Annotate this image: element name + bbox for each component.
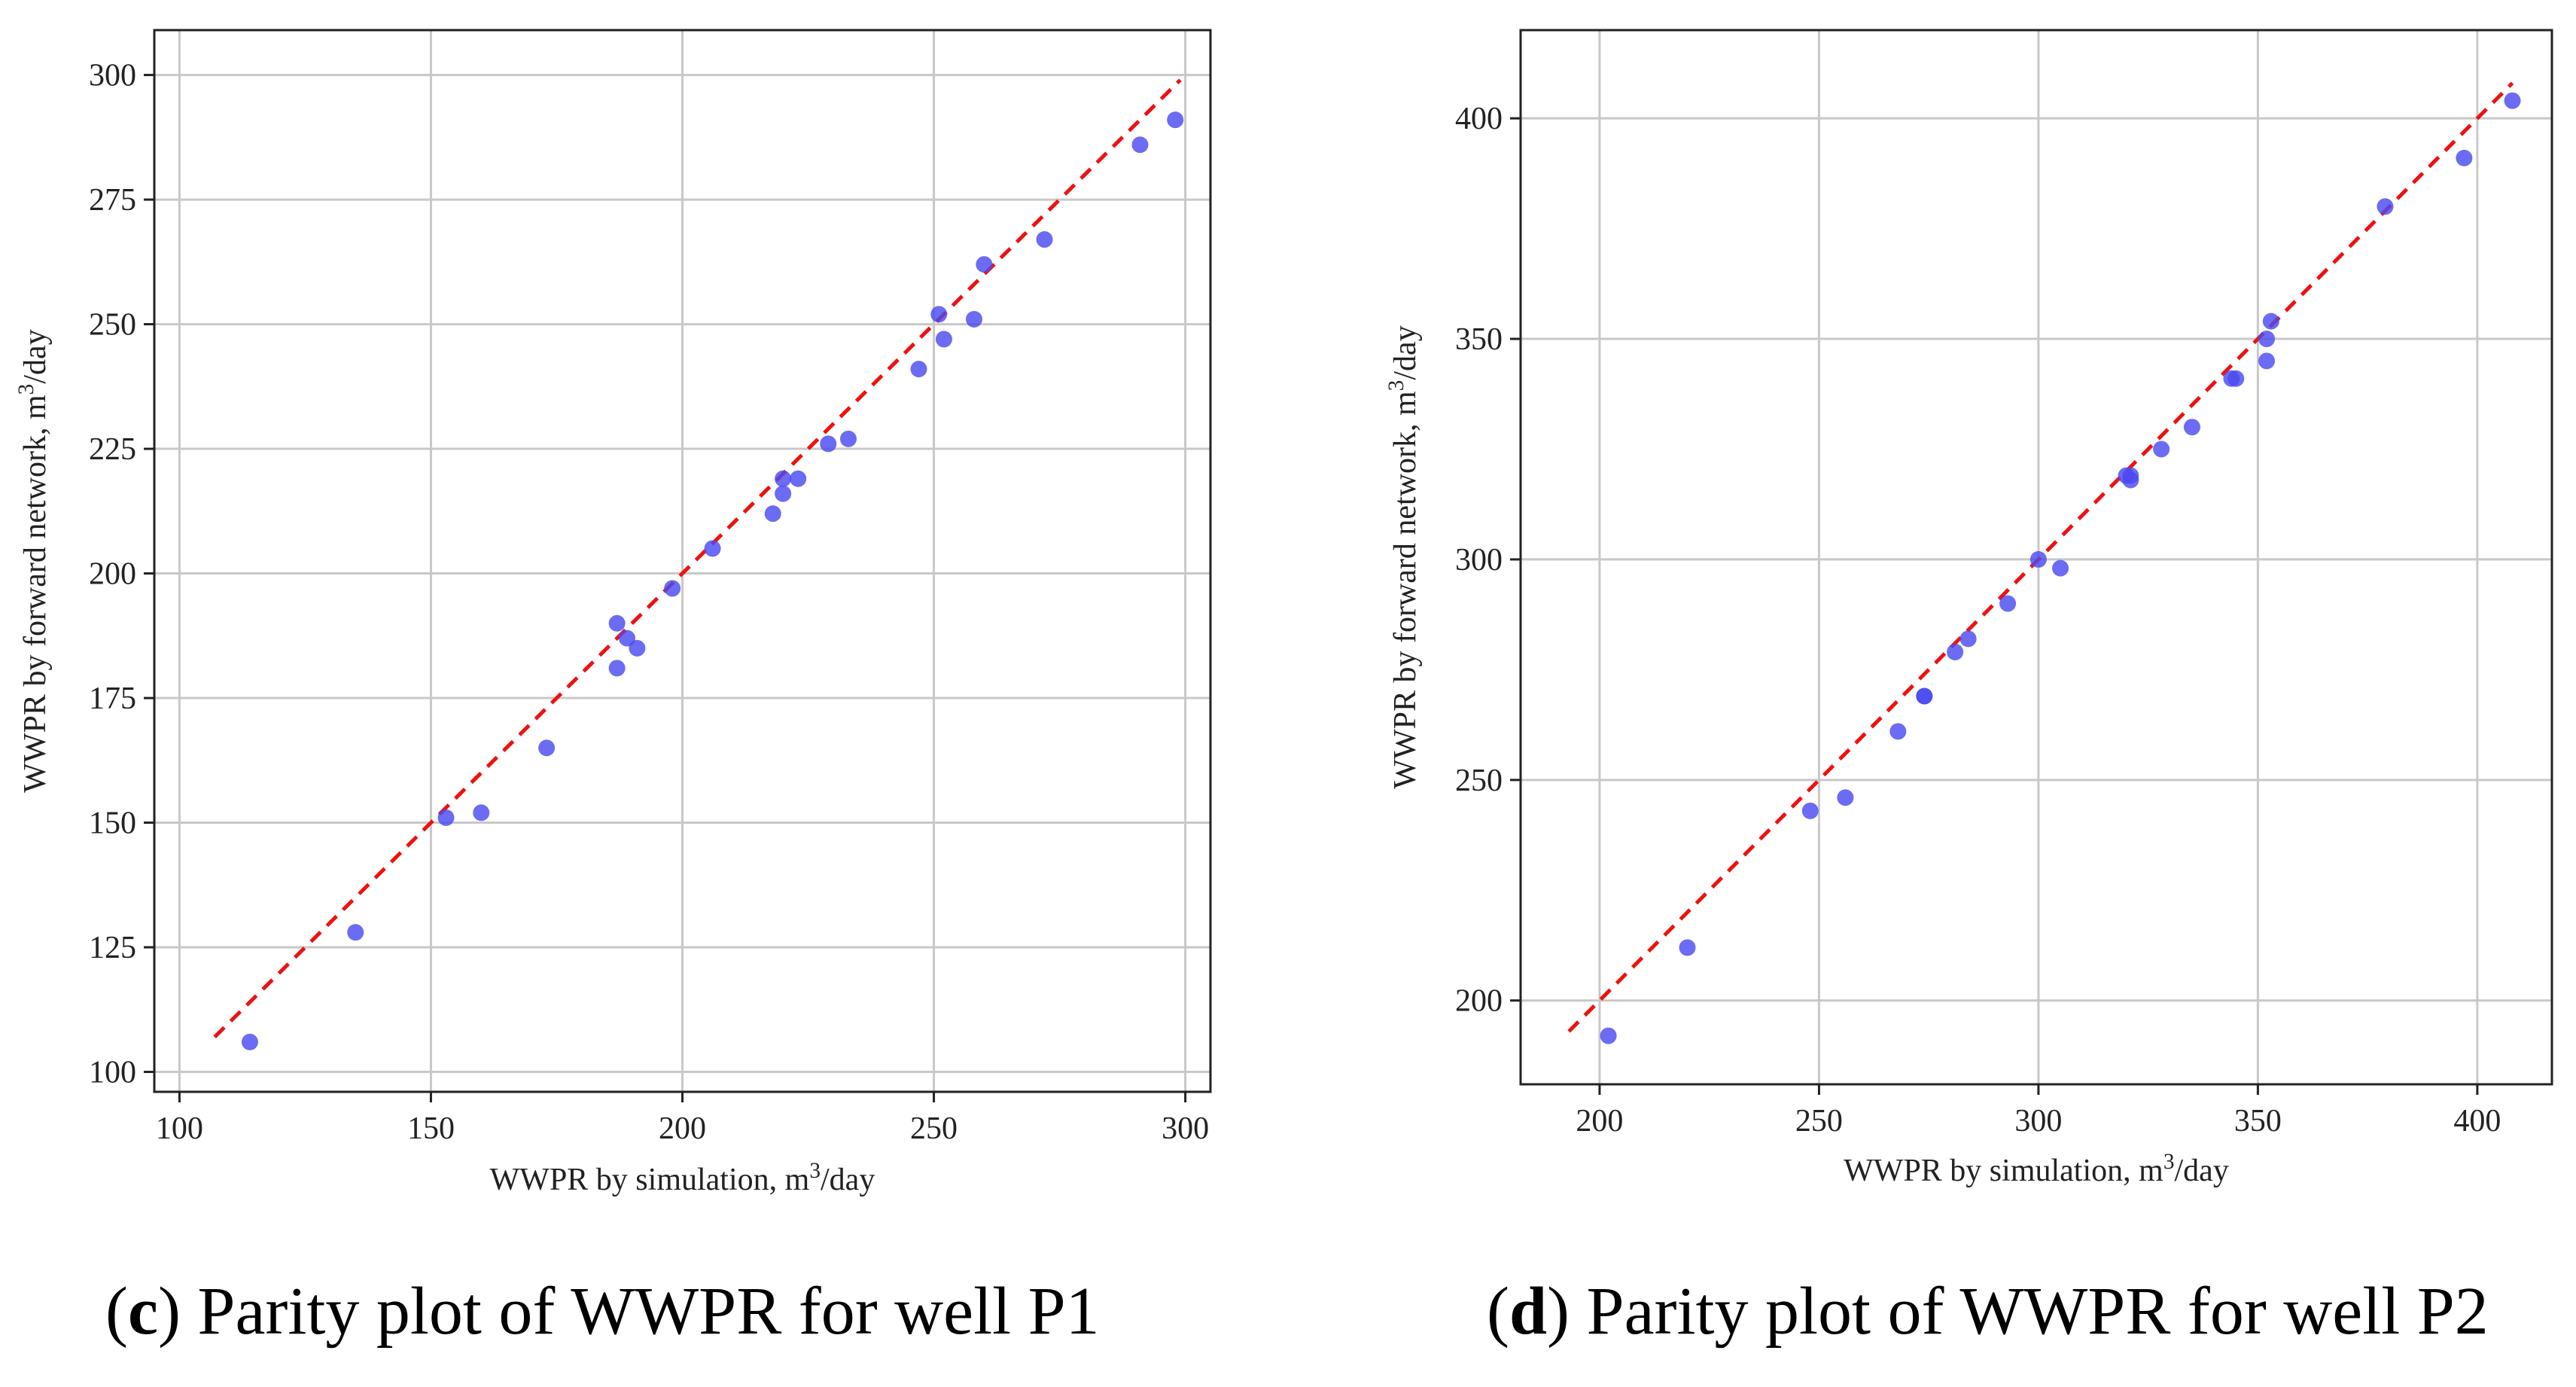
data-point xyxy=(910,361,927,378)
x-tick-label: 400 xyxy=(2453,1104,2501,1139)
data-point xyxy=(1916,687,1933,705)
data-point xyxy=(1837,789,1854,806)
y-tick-label: 150 xyxy=(89,806,136,841)
plot-frame xyxy=(1519,29,2553,1086)
data-point xyxy=(437,809,455,826)
y-tick-label: 300 xyxy=(1455,543,1503,578)
caption-d-text: Parity plot of WWPR for well P2 xyxy=(1586,1274,2489,1349)
data-point xyxy=(538,739,556,757)
x-tick-label: 300 xyxy=(1162,1111,1209,1146)
y-tick-label: 100 xyxy=(89,1056,136,1090)
data-point xyxy=(2377,198,2394,215)
data-point xyxy=(2153,440,2170,458)
data-point xyxy=(664,580,681,597)
x-axis-label: WWPR by simulation, m3/day xyxy=(1844,1150,2229,1188)
caption-c-text: Parity plot of WWPR for well P1 xyxy=(197,1274,1100,1349)
data-point xyxy=(1600,1027,1617,1044)
data-point xyxy=(775,470,792,487)
data-point xyxy=(2258,352,2276,370)
data-point xyxy=(608,660,626,677)
data-point xyxy=(2183,419,2200,436)
x-tick-label: 100 xyxy=(156,1111,203,1146)
data-point xyxy=(2122,471,2139,489)
y-tick-label: 200 xyxy=(89,557,136,592)
caption-c-letter: c xyxy=(127,1274,158,1349)
data-point xyxy=(1947,643,1964,660)
data-point xyxy=(1679,939,1696,956)
y-tick-label: 250 xyxy=(1455,764,1503,798)
y-axis-label: WWPR by forward network, m3/day xyxy=(1384,325,1423,788)
data-point xyxy=(1801,802,1819,819)
caption-c: (c) Parity plot of WWPR for well P1 xyxy=(105,1274,1100,1349)
caption-d: (d) Parity plot of WWPR for well P2 xyxy=(1487,1274,2489,1349)
y-tick-label: 300 xyxy=(89,59,136,93)
data-point xyxy=(2262,312,2279,330)
data-point xyxy=(1889,723,1907,740)
data-point xyxy=(2456,149,2473,166)
parity-line xyxy=(1567,81,2514,1033)
data-point xyxy=(930,306,948,323)
y-tick-label: 350 xyxy=(1455,322,1503,357)
data-point xyxy=(976,256,993,273)
data-point xyxy=(241,1033,258,1050)
caption-d-letter: d xyxy=(1509,1274,1548,1349)
parity-plot-p2: 200 250 300 350 400 200 250 300 350 400 WWPR by si… xyxy=(1384,29,2553,1188)
data-point xyxy=(820,435,837,453)
data-point xyxy=(2052,559,2069,577)
data-point xyxy=(935,331,952,348)
y-tick-label: 275 xyxy=(89,183,136,218)
data-point xyxy=(790,470,807,487)
data-point xyxy=(2227,370,2245,387)
x-tick-label: 150 xyxy=(407,1111,455,1146)
x-tick-label: 300 xyxy=(2014,1104,2062,1139)
y-tick-label: 175 xyxy=(89,681,136,716)
parity-line xyxy=(213,78,1182,1038)
parity-plot-p1: 100 150 200 250 300 100 125 150 175 200 225 250 275 3… xyxy=(14,29,1212,1197)
x-tick-label: 350 xyxy=(2234,1104,2282,1139)
data-point xyxy=(2258,331,2276,348)
data-point xyxy=(629,639,646,657)
y-tick-label: 125 xyxy=(89,931,136,965)
data-point xyxy=(608,614,626,632)
data-point xyxy=(2029,550,2047,568)
data-point xyxy=(775,485,792,502)
data-point xyxy=(619,629,636,647)
data-point xyxy=(473,804,490,822)
y-tick-label: 225 xyxy=(89,432,136,467)
x-tick-label: 200 xyxy=(1576,1104,1623,1139)
data-point xyxy=(2504,92,2521,109)
data-point xyxy=(1036,231,1053,248)
data-point xyxy=(1167,111,1184,129)
y-tick-label: 250 xyxy=(89,308,136,343)
data-point xyxy=(704,540,721,557)
y-tick-label: 200 xyxy=(1455,984,1503,1019)
y-tick-label: 400 xyxy=(1455,102,1503,136)
data-point xyxy=(1131,136,1149,154)
data-point xyxy=(764,505,781,523)
y-axis-label: WWPR by forward network, m3/day xyxy=(14,329,53,792)
data-point xyxy=(839,430,857,447)
data-point xyxy=(347,924,364,941)
x-tick-label: 200 xyxy=(659,1111,706,1146)
data-point xyxy=(965,310,982,328)
x-axis-label: WWPR by simulation, m3/day xyxy=(490,1159,875,1197)
x-tick-label: 250 xyxy=(1795,1104,1843,1139)
x-tick-label: 250 xyxy=(910,1111,958,1146)
data-point xyxy=(1959,630,1977,648)
data-point xyxy=(1999,595,2017,612)
